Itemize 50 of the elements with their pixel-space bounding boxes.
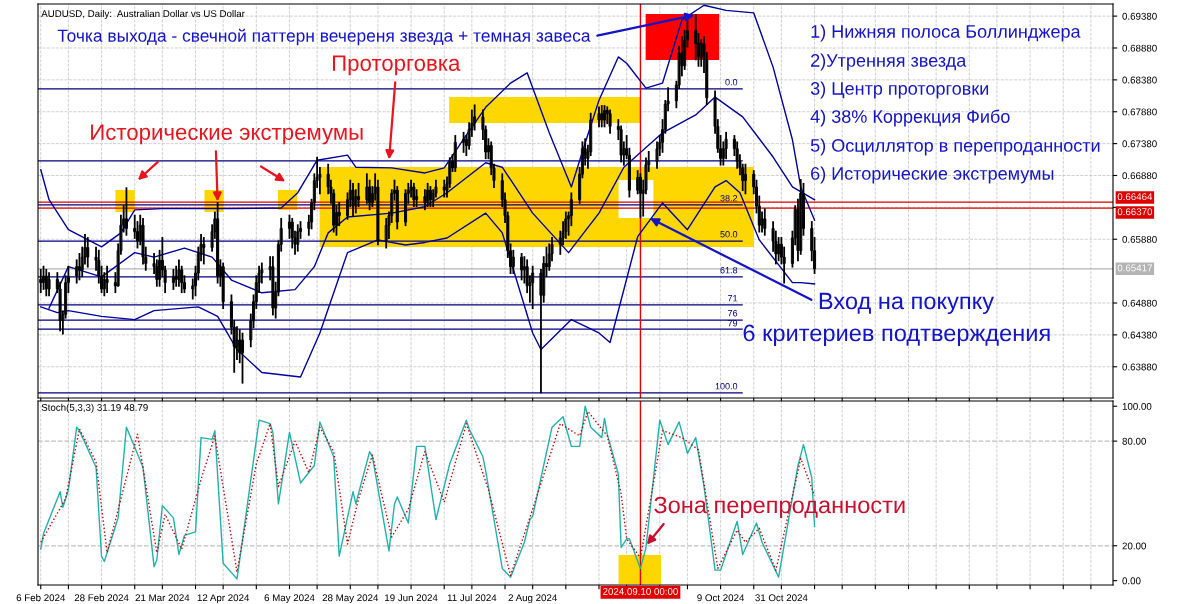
y-tick-label: 0.64380 <box>1122 331 1157 339</box>
x-tick-label: 19 Jun 2024 <box>385 594 438 602</box>
y-tick-label: 100.00 <box>1122 402 1152 410</box>
x-tick-label: 2 Aug 2024 <box>508 594 557 604</box>
x-tick-label: 31 Oct 2024 <box>755 594 808 602</box>
x-tick-label: 9 Oct 2024 <box>697 594 745 602</box>
ref-line-label: 0.65417 <box>1117 264 1152 272</box>
annotation: 100.0 <box>715 383 738 390</box>
x-tick-label: 28 Feb 2024 <box>74 594 129 602</box>
annotation: 4) 38% Коррекция Фибо <box>810 109 1010 127</box>
y-tick-label: 0.64880 <box>1122 299 1157 307</box>
annotation: 61.8 <box>720 267 738 274</box>
annotation: Точка выхода - свечной паттерн вечереня звезда + темная завеса <box>57 28 591 46</box>
annotation: 76 <box>727 310 738 317</box>
y-tick-label: 0.66880 <box>1122 172 1157 180</box>
annotation: Исторические экстремумы <box>91 124 363 145</box>
x-tick-label: 12 Apr 2024 <box>197 594 250 604</box>
y-tick-label: 80.00 <box>1122 437 1146 445</box>
annotation: Вход на покупку <box>819 292 995 314</box>
annotation: 5) Осциллятор в перепроданности <box>810 138 1100 156</box>
y-tick-label: 0.68380 <box>1122 76 1157 84</box>
x-tick-label: 6 Feb 2024 <box>16 594 66 602</box>
annotation: 38.2 <box>720 195 738 202</box>
ref-line-label: 2024.09.10 00:00 <box>603 588 678 595</box>
annotation: 79 <box>727 320 738 327</box>
y-tick-label: 0.67380 <box>1122 140 1157 148</box>
annotation: 1) Нижняя полоса Боллинджера <box>811 24 1081 42</box>
y-tick-label: 0.67880 <box>1122 108 1157 116</box>
y-tick-label: 20.00 <box>1122 542 1146 550</box>
x-tick-label: 6 May 2024 <box>264 594 315 604</box>
annotation: Проторговка <box>332 55 461 76</box>
x-tick-label: 11 Jul 2024 <box>447 594 497 602</box>
y-tick-label: 0.68880 <box>1122 44 1157 52</box>
y-tick-label: 0.65880 <box>1122 235 1157 243</box>
annotation: 71 <box>727 295 738 302</box>
x-tick-label: 28 May 2024 <box>322 594 379 604</box>
y-tick-label: 0.63880 <box>1122 363 1157 371</box>
ref-line-label: 0.66370 <box>1117 208 1153 216</box>
ref-line-label: 0.66464 <box>1117 193 1153 201</box>
annotation: 6 критериев подтверждения <box>743 324 1050 347</box>
y-tick-label: 0.69380 <box>1122 12 1157 20</box>
annotation: 50.0 <box>720 231 738 238</box>
annotation: 0.0 <box>725 79 738 86</box>
y-tick-label: 0.00 <box>1122 577 1141 585</box>
x-tick-label: 21 Mar 2024 <box>135 594 190 602</box>
annotation: 6) Исторические экстремумы <box>811 166 1054 184</box>
annotation: 2)Утренняя звезда <box>811 53 967 71</box>
annotation: 3) Центр проторговки <box>810 81 989 99</box>
text: AUDUSD, Daily: Australian Dollar vs US Dollar <box>41 9 245 19</box>
chart-title: Stoch(5,3,3) 31.19 48.79 <box>41 403 148 413</box>
